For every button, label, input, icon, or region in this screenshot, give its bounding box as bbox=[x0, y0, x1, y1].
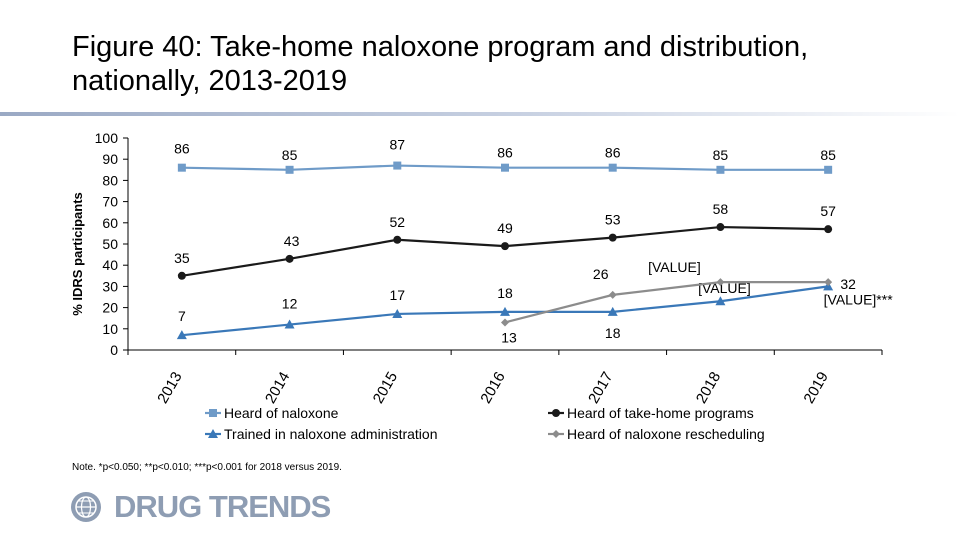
legend-label-rescheduling: Heard of naloxone rescheduling bbox=[567, 426, 765, 442]
data-label-take_home-2018: 58 bbox=[713, 201, 729, 217]
data-label-trained-2017: 18 bbox=[605, 325, 621, 341]
data-label-heard_naloxone-2017: 86 bbox=[605, 145, 621, 161]
x-tick-label: 2016 bbox=[477, 369, 508, 406]
point-take_home-2017 bbox=[608, 233, 617, 242]
legend-marker-take_home bbox=[552, 409, 560, 417]
data-label-take_home-2013: 35 bbox=[174, 250, 190, 266]
drug-trends-logo: DRUG TRENDS bbox=[68, 489, 331, 524]
data-label-rescheduling-2016: 13 bbox=[501, 329, 517, 345]
x-tick-label: 2018 bbox=[693, 369, 724, 406]
footnote: Note. *p<0.050; **p<0.010; ***p<0.001 fo… bbox=[72, 462, 342, 473]
x-tick-label: 2019 bbox=[801, 369, 832, 406]
x-tick-label: 2014 bbox=[262, 369, 293, 406]
y-axis-title: % IDRS participants bbox=[70, 192, 85, 316]
y-tick-label: 80 bbox=[102, 172, 118, 188]
data-label-heard_naloxone-2013: 86 bbox=[174, 141, 190, 157]
point-heard_naloxone-2017 bbox=[608, 163, 617, 172]
legend-label-take_home: Heard of take-home programs bbox=[567, 405, 754, 421]
point-take_home-2016 bbox=[501, 242, 509, 251]
logo-wordmark: DRUG TRENDS bbox=[114, 489, 331, 524]
y-tick-label: 0 bbox=[110, 342, 118, 358]
point-trained-2013 bbox=[176, 330, 187, 340]
point-rescheduling-2017 bbox=[608, 290, 617, 299]
point-heard_naloxone-2016 bbox=[501, 163, 509, 172]
x-tick-label: 2015 bbox=[370, 369, 401, 406]
point-trained-2014 bbox=[284, 319, 295, 329]
legend-label-trained: Trained in naloxone administration bbox=[224, 426, 438, 442]
y-tick-label: 70 bbox=[102, 194, 118, 210]
point-heard_naloxone-2014 bbox=[285, 165, 294, 174]
data-label-trained-2014: 12 bbox=[282, 296, 298, 312]
data-label-heard_naloxone-2015: 87 bbox=[389, 137, 405, 153]
x-tick-label: 2017 bbox=[585, 369, 616, 406]
data-label-take_home-2019: 57 bbox=[820, 203, 836, 219]
data-label-heard_naloxone-2016: 86 bbox=[497, 145, 513, 161]
data-label-rescheduling-2017: 26 bbox=[593, 266, 609, 282]
data-label-take_home-2016: 49 bbox=[497, 220, 513, 236]
data-label-heard_naloxone-2019: 85 bbox=[820, 147, 836, 163]
y-tick-label: 10 bbox=[102, 321, 118, 337]
point-heard_naloxone-2013 bbox=[177, 163, 186, 172]
series-line-rescheduling bbox=[504, 281, 829, 324]
data-label-take_home-2017: 53 bbox=[605, 212, 621, 228]
page-title: Figure 40: Take-home naloxone program an… bbox=[72, 31, 809, 97]
point-rescheduling-2019 bbox=[824, 278, 833, 287]
data-label-take_home-2014: 43 bbox=[284, 233, 300, 249]
data-label-trained-2013: 7 bbox=[178, 308, 186, 324]
y-tick-label: 100 bbox=[95, 130, 119, 146]
title-divider bbox=[0, 112, 960, 116]
point-take_home-2014 bbox=[285, 254, 294, 263]
data-label-take_home-2015: 52 bbox=[389, 214, 405, 230]
data-label-trained-2019: [VALUE]*** bbox=[824, 291, 894, 307]
point-trained-2017 bbox=[607, 306, 618, 316]
point-rescheduling-2018 bbox=[716, 278, 725, 287]
data-label-trained-2016: 18 bbox=[497, 285, 513, 301]
data-label-trained-2015: 17 bbox=[389, 287, 405, 303]
y-tick-label: 60 bbox=[102, 215, 118, 231]
legend-label-heard_naloxone: Heard of naloxone bbox=[224, 405, 339, 421]
data-label-heard_naloxone-2018: 85 bbox=[713, 147, 729, 163]
globe-seal-icon bbox=[71, 492, 101, 522]
x-tick-label: 2013 bbox=[154, 369, 185, 406]
point-take_home-2018 bbox=[716, 223, 725, 232]
y-tick-label: 40 bbox=[102, 257, 118, 273]
point-take_home-2019 bbox=[824, 225, 833, 234]
point-rescheduling-2016 bbox=[501, 318, 509, 327]
data-label-heard_naloxone-2014: 85 bbox=[282, 147, 298, 163]
point-trained-2016 bbox=[500, 306, 510, 316]
y-tick-label: 50 bbox=[102, 236, 118, 252]
data-label-rescheduling-2019: 32 bbox=[840, 276, 856, 292]
y-tick-label: 30 bbox=[102, 278, 118, 294]
legend-marker-rescheduling bbox=[552, 430, 560, 438]
point-heard_naloxone-2018 bbox=[716, 165, 725, 174]
point-trained-2018 bbox=[715, 296, 726, 306]
y-tick-label: 20 bbox=[102, 300, 118, 316]
legend-marker-heard_naloxone bbox=[209, 409, 217, 417]
point-heard_naloxone-2015 bbox=[393, 161, 402, 170]
point-take_home-2015 bbox=[393, 235, 402, 244]
point-take_home-2013 bbox=[177, 271, 186, 280]
data-label-rescheduling-2018: [VALUE] bbox=[648, 259, 701, 275]
legend-marker-trained bbox=[208, 429, 218, 438]
point-trained-2015 bbox=[392, 308, 403, 318]
y-tick-label: 90 bbox=[102, 151, 118, 167]
point-heard_naloxone-2019 bbox=[824, 165, 833, 174]
